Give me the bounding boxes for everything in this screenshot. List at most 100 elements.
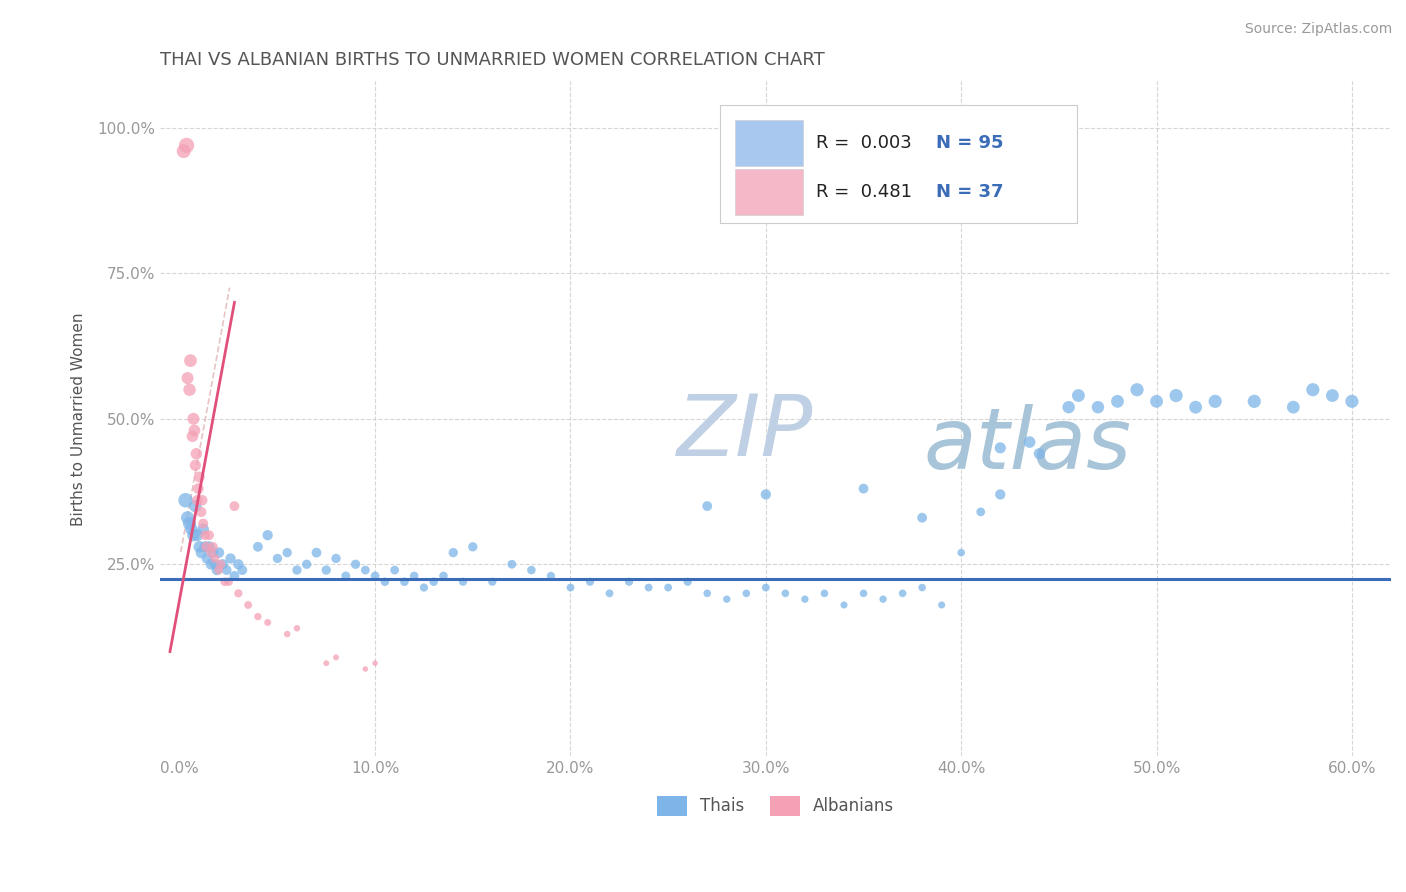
Point <box>276 546 298 560</box>
Point <box>676 574 699 589</box>
Point <box>696 499 718 513</box>
Point <box>176 371 198 385</box>
Point <box>579 574 602 589</box>
Point <box>384 563 406 577</box>
Point <box>224 499 246 513</box>
Point <box>183 528 205 542</box>
Point <box>266 551 288 566</box>
Point <box>413 581 436 595</box>
Point <box>186 493 208 508</box>
Point <box>208 563 231 577</box>
Point <box>186 447 208 461</box>
Point <box>891 586 914 600</box>
Point <box>325 551 347 566</box>
Point <box>183 424 205 438</box>
Y-axis label: Births to Unmarried Women: Births to Unmarried Women <box>72 312 86 525</box>
Point <box>560 581 582 595</box>
Point <box>218 574 240 589</box>
Point <box>461 540 484 554</box>
Point <box>209 558 232 572</box>
Point <box>176 138 198 153</box>
Text: N = 37: N = 37 <box>935 183 1002 201</box>
Point <box>422 574 444 589</box>
Point <box>179 353 201 368</box>
Point <box>501 558 523 572</box>
Point <box>205 563 228 577</box>
FancyBboxPatch shape <box>720 105 1077 223</box>
Point <box>481 574 503 589</box>
Point <box>1087 400 1109 414</box>
Point <box>195 540 218 554</box>
Point <box>364 656 387 670</box>
Point <box>228 586 250 600</box>
Point <box>200 558 222 572</box>
Point <box>173 144 195 158</box>
Point <box>184 458 207 473</box>
Point <box>285 563 308 577</box>
Text: N = 95: N = 95 <box>935 134 1002 152</box>
Point <box>186 528 208 542</box>
Point <box>617 574 640 589</box>
Point <box>325 650 347 665</box>
Point <box>813 586 835 600</box>
Point <box>201 540 224 554</box>
Point <box>1126 383 1149 397</box>
Point <box>174 493 197 508</box>
Point <box>735 586 758 600</box>
Point <box>344 558 367 572</box>
Text: R =  0.481: R = 0.481 <box>817 183 912 201</box>
Point <box>194 528 217 542</box>
Point <box>246 609 269 624</box>
Point <box>184 499 207 513</box>
Point <box>285 621 308 635</box>
Text: ZIP: ZIP <box>678 391 814 474</box>
Point <box>950 546 973 560</box>
Point <box>540 569 562 583</box>
FancyBboxPatch shape <box>735 169 803 215</box>
Point <box>716 592 738 607</box>
Point <box>256 615 278 630</box>
Point <box>1067 388 1090 402</box>
Legend: Thais, Albanians: Thais, Albanians <box>651 789 901 822</box>
Point <box>176 510 198 524</box>
Point <box>219 551 242 566</box>
Point <box>315 656 337 670</box>
Point <box>187 482 209 496</box>
Point <box>198 540 221 554</box>
Point <box>852 482 875 496</box>
Text: Source: ZipAtlas.com: Source: ZipAtlas.com <box>1244 22 1392 37</box>
Point <box>201 546 224 560</box>
Point <box>179 516 201 531</box>
Point <box>872 592 894 607</box>
Point <box>198 528 221 542</box>
Point <box>335 569 357 583</box>
Point <box>180 522 202 536</box>
Point <box>1164 388 1187 402</box>
Point <box>1018 435 1040 450</box>
Point <box>228 558 250 572</box>
Point <box>1243 394 1265 409</box>
Point <box>432 569 454 583</box>
Point <box>1204 394 1226 409</box>
Point <box>179 383 201 397</box>
Point <box>1282 400 1305 414</box>
Point <box>988 441 1011 455</box>
Point <box>832 598 855 612</box>
Point <box>911 510 934 524</box>
Point <box>190 546 212 560</box>
Point <box>231 563 253 577</box>
Point <box>852 586 875 600</box>
Point <box>657 581 679 595</box>
Point <box>1341 394 1364 409</box>
Point <box>354 662 377 676</box>
Point <box>315 563 337 577</box>
Point <box>204 558 226 572</box>
Point <box>404 569 426 583</box>
Point <box>188 540 211 554</box>
Point <box>451 574 474 589</box>
Point <box>637 581 659 595</box>
Point <box>195 551 218 566</box>
Point <box>755 487 778 501</box>
Point <box>295 558 318 572</box>
Point <box>775 586 797 600</box>
